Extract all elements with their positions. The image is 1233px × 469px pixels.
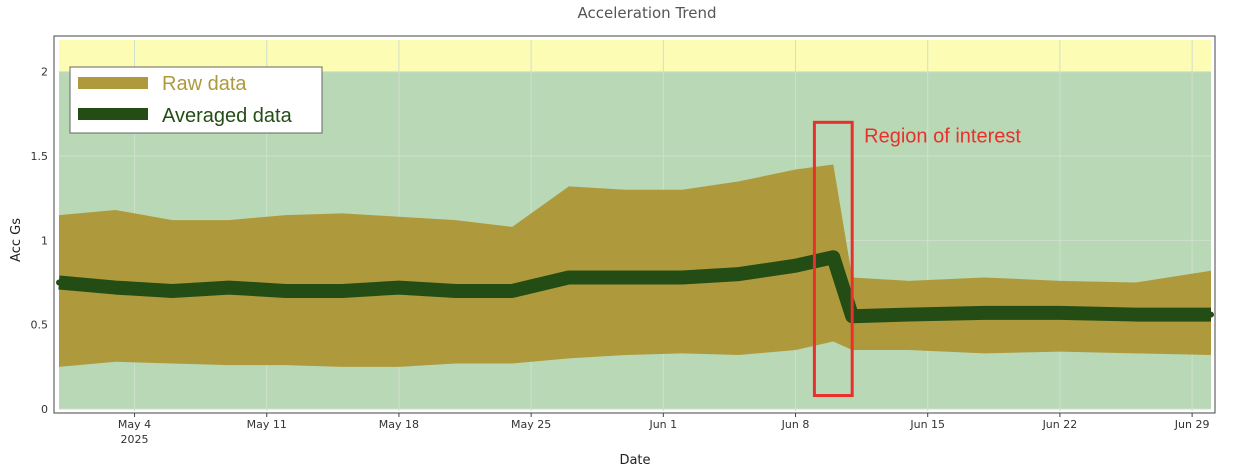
x-tick-label-7: Jun 22 xyxy=(1042,418,1078,431)
plot-frame xyxy=(53,35,1216,414)
averaged-data-point-9 xyxy=(565,274,572,281)
averaged-data-point-11 xyxy=(679,274,686,281)
averaged-data-point-12 xyxy=(735,271,742,278)
y-axis-label: Acc Gs xyxy=(9,218,24,262)
averaged-data-point-16 xyxy=(905,311,912,318)
y-tick-label-1: 0.5 xyxy=(31,319,49,332)
annotations: Region of interest xyxy=(812,120,1021,398)
y-tick-label-2: 1 xyxy=(41,234,48,247)
x-tick-label-1: May 11 xyxy=(247,418,287,431)
x-tick-label-6: Jun 15 xyxy=(909,418,945,431)
averaged-data-point-10 xyxy=(622,274,629,281)
x-tick-label-3: May 25 xyxy=(511,418,551,431)
zone-band-1 xyxy=(59,40,1211,72)
x-tick-label-5: Jun 8 xyxy=(781,418,810,431)
region-of-interest-box xyxy=(812,120,854,398)
x-tick-sublabel-0: 2025 xyxy=(121,433,149,446)
averaged-data-point-13 xyxy=(792,262,799,269)
x-tick-label-4: Jun 1 xyxy=(648,418,677,431)
x-tick-label-8: Jun 29 xyxy=(1174,418,1210,431)
averaged-data-point-17 xyxy=(981,309,988,316)
x-axis-label: Date xyxy=(619,453,650,468)
y-tick-label-0: 0 xyxy=(41,403,48,416)
averaged-data-point-2 xyxy=(169,287,176,294)
averaged-data-point-19 xyxy=(1132,311,1139,318)
region-of-interest-label: Region of interest xyxy=(864,125,1021,147)
legend-label-averaged-data: Averaged data xyxy=(162,105,293,127)
averaged-data-point-5 xyxy=(339,287,346,294)
y-tick-label-3: 1.5 xyxy=(31,150,49,163)
legend-label-raw-data: Raw data xyxy=(162,73,247,95)
chart-title: Acceleration Trend xyxy=(577,4,716,22)
averaged-data-point-18 xyxy=(1056,309,1063,316)
averaged-data-point-0 xyxy=(56,279,62,286)
averaged-data-point-20 xyxy=(1208,311,1214,318)
legend: Raw data Averaged data xyxy=(69,66,323,134)
x-tick-label-0: May 4 xyxy=(118,418,151,431)
y-tick-label-4: 2 xyxy=(41,66,48,79)
averaged-data-series xyxy=(56,250,1214,324)
averaged-data-point-3 xyxy=(225,284,232,291)
legend-swatch-averaged-data xyxy=(78,108,148,120)
x-tick-label-2: May 18 xyxy=(379,418,419,431)
averaged-data-point-8 xyxy=(509,287,516,294)
y-axis-ticks: 0 0.5 1 1.5 2 xyxy=(31,66,49,416)
x-axis-ticks: May 4 2025 May 11 May 18 May 25 Jun 1 Jun 8 Jun… xyxy=(118,413,1210,446)
averaged-data-point-4 xyxy=(282,287,289,294)
averaged-data-point-1 xyxy=(112,284,119,291)
averaged-data-point-7 xyxy=(452,287,459,294)
averaged-data-point-6 xyxy=(395,284,402,291)
averaged-data-point-14 xyxy=(830,254,837,261)
legend-swatch-raw-data xyxy=(78,77,148,89)
